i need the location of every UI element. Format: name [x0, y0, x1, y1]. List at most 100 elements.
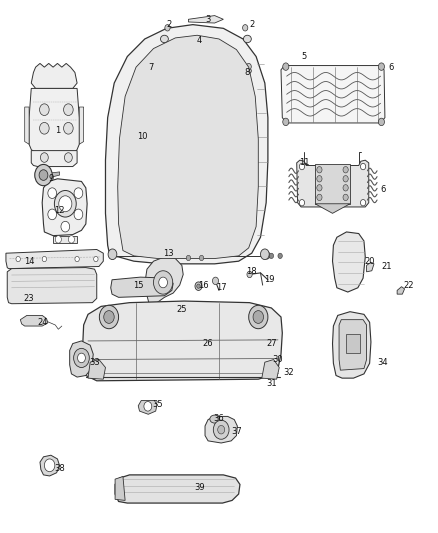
Circle shape [299, 199, 304, 206]
Polygon shape [138, 400, 157, 414]
Circle shape [343, 184, 348, 191]
Text: 30: 30 [272, 355, 283, 364]
Bar [346, 334, 360, 353]
Polygon shape [6, 249, 103, 269]
Circle shape [16, 256, 20, 262]
Text: 7: 7 [148, 63, 154, 71]
Text: 5: 5 [301, 52, 307, 61]
Circle shape [283, 63, 289, 70]
Text: 11: 11 [299, 158, 309, 167]
Polygon shape [339, 320, 367, 370]
Polygon shape [88, 360, 106, 379]
Circle shape [74, 188, 83, 198]
Circle shape [48, 188, 57, 198]
Circle shape [212, 277, 219, 285]
Polygon shape [111, 277, 173, 297]
Text: 8: 8 [245, 68, 250, 77]
Polygon shape [106, 25, 268, 264]
Circle shape [55, 236, 61, 243]
Polygon shape [367, 262, 374, 272]
Text: 27: 27 [266, 339, 277, 348]
Text: 33: 33 [89, 358, 100, 367]
Circle shape [317, 194, 322, 200]
Polygon shape [332, 232, 365, 292]
Text: 20: 20 [364, 257, 375, 265]
Polygon shape [53, 236, 77, 243]
Text: 25: 25 [177, 304, 187, 313]
Polygon shape [25, 107, 29, 144]
Text: 22: 22 [404, 280, 414, 289]
Text: 4: 4 [197, 36, 202, 45]
Circle shape [54, 190, 76, 217]
Circle shape [104, 311, 114, 324]
Text: 15: 15 [133, 280, 144, 289]
Circle shape [299, 164, 304, 169]
Circle shape [249, 305, 268, 329]
Circle shape [213, 420, 229, 439]
Text: 9: 9 [48, 174, 53, 183]
Text: 6: 6 [389, 63, 394, 71]
Polygon shape [297, 160, 369, 207]
Circle shape [246, 63, 251, 70]
Text: 2: 2 [249, 20, 254, 29]
Text: 14: 14 [24, 257, 34, 265]
Circle shape [159, 277, 167, 288]
Circle shape [317, 184, 322, 191]
Text: 38: 38 [54, 464, 65, 473]
Circle shape [378, 118, 385, 126]
Text: 18: 18 [247, 268, 257, 276]
Circle shape [74, 349, 89, 368]
Polygon shape [51, 172, 60, 177]
Circle shape [261, 249, 269, 260]
Text: 39: 39 [194, 482, 205, 491]
Circle shape [64, 153, 72, 163]
Circle shape [218, 425, 225, 434]
Circle shape [59, 196, 72, 212]
Text: 37: 37 [231, 427, 242, 436]
Polygon shape [118, 35, 258, 259]
Polygon shape [332, 312, 371, 378]
Polygon shape [115, 477, 125, 500]
Circle shape [110, 252, 116, 259]
Text: 23: 23 [24, 294, 35, 303]
Polygon shape [397, 287, 405, 294]
Polygon shape [281, 66, 385, 123]
Ellipse shape [210, 415, 219, 423]
Circle shape [78, 353, 85, 363]
Text: 34: 34 [378, 358, 388, 367]
Circle shape [74, 209, 83, 220]
Text: 16: 16 [198, 280, 209, 289]
Circle shape [35, 165, 52, 185]
Polygon shape [115, 475, 240, 503]
Circle shape [153, 271, 173, 294]
Circle shape [68, 236, 74, 243]
Polygon shape [31, 63, 77, 88]
Circle shape [40, 153, 48, 163]
Text: 24: 24 [37, 318, 47, 327]
Text: 36: 36 [214, 414, 224, 423]
Circle shape [94, 256, 98, 262]
Circle shape [378, 63, 385, 70]
Circle shape [343, 194, 348, 200]
Circle shape [360, 164, 366, 169]
Polygon shape [70, 341, 93, 377]
Circle shape [64, 123, 73, 134]
Circle shape [42, 256, 46, 262]
Circle shape [39, 169, 48, 180]
Circle shape [269, 253, 274, 259]
Circle shape [283, 118, 289, 126]
Circle shape [360, 199, 366, 206]
Text: 21: 21 [382, 262, 392, 271]
Ellipse shape [244, 35, 251, 43]
Polygon shape [79, 107, 84, 144]
Polygon shape [145, 257, 183, 304]
Circle shape [64, 104, 73, 116]
Circle shape [278, 253, 283, 259]
Circle shape [317, 166, 322, 173]
Polygon shape [31, 151, 77, 166]
Polygon shape [7, 268, 97, 304]
Text: 1: 1 [55, 126, 60, 135]
Text: 19: 19 [264, 275, 275, 284]
Text: 6: 6 [380, 185, 385, 194]
Circle shape [317, 175, 322, 182]
